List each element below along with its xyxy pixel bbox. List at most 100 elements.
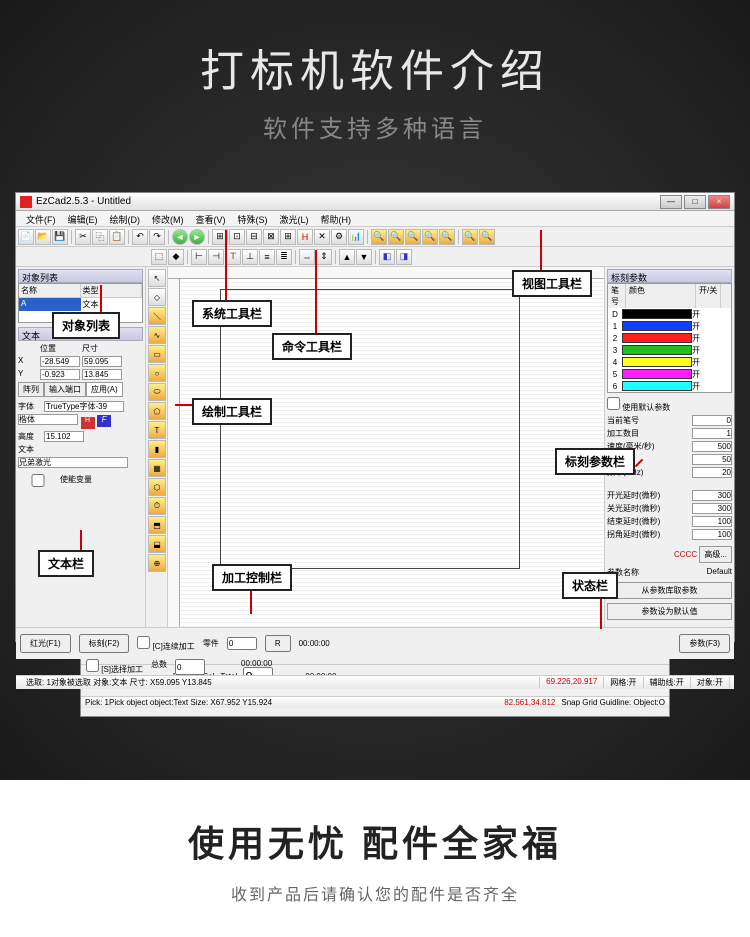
paste-icon[interactable]: 📋: [109, 229, 125, 245]
align-l-icon[interactable]: ⊢: [191, 249, 207, 265]
w-input[interactable]: [82, 356, 122, 367]
off-delay-input[interactable]: [692, 503, 732, 514]
tab-app[interactable]: 应用(A): [86, 382, 123, 397]
pen-color-table[interactable]: 笔号 颜色 开/关 D开1开2开3开4开5开6开: [607, 283, 732, 393]
align-t-icon[interactable]: ⊥: [242, 249, 258, 265]
redo-icon[interactable]: ↷: [149, 229, 165, 245]
pointer-icon[interactable]: ↖: [148, 269, 166, 287]
extend-icon[interactable]: ⊕: [148, 554, 166, 572]
line-icon[interactable]: ＼: [148, 307, 166, 325]
polygon-icon[interactable]: ⬠: [148, 402, 166, 420]
barcode-icon[interactable]: ▮: [148, 440, 166, 458]
tab-io[interactable]: 输入端口: [44, 382, 86, 397]
circle-icon[interactable]: ○: [148, 364, 166, 382]
zoom-fit-icon[interactable]: 🔍: [405, 229, 421, 245]
text-icon[interactable]: T: [148, 421, 166, 439]
power-input[interactable]: [692, 454, 732, 465]
zoom-out-icon[interactable]: 🔍: [388, 229, 404, 245]
select-icon[interactable]: ⬚: [151, 249, 167, 265]
x-input[interactable]: [40, 356, 80, 367]
h-input[interactable]: [82, 369, 122, 380]
var-check[interactable]: [18, 474, 58, 487]
freq-input[interactable]: [692, 467, 732, 478]
font-f-icon[interactable]: F: [97, 415, 111, 427]
save-icon[interactable]: 💾: [52, 229, 68, 245]
mirror-v-icon[interactable]: ▼: [356, 249, 372, 265]
end-delay-input[interactable]: [692, 516, 732, 527]
load-param-button[interactable]: 从参数库取参数: [607, 582, 732, 599]
copy-icon[interactable]: ⿻: [92, 229, 108, 245]
sel-check[interactable]: [86, 659, 99, 672]
zoom-sel-icon[interactable]: 🔍: [439, 229, 455, 245]
zoom-in-icon[interactable]: 🔍: [371, 229, 387, 245]
rect-icon[interactable]: ▭: [148, 345, 166, 363]
dist-h-icon[interactable]: ⇔: [299, 249, 315, 265]
node-icon[interactable]: ◆: [168, 249, 184, 265]
grid5-icon[interactable]: ⊞: [280, 229, 296, 245]
new-icon[interactable]: 📄: [18, 229, 34, 245]
height-input[interactable]: [44, 431, 84, 442]
node-edit-icon[interactable]: ◇: [148, 288, 166, 306]
part-input[interactable]: [227, 637, 257, 650]
grid3-icon[interactable]: ⊟: [246, 229, 262, 245]
total-input[interactable]: [175, 659, 205, 675]
ellipse-icon[interactable]: ⬭: [148, 383, 166, 401]
tab-array[interactable]: 阵列: [18, 382, 44, 397]
tool-x-icon[interactable]: ✕: [314, 229, 330, 245]
default-check[interactable]: [607, 397, 620, 410]
nav-back-icon[interactable]: ◄: [172, 229, 188, 245]
grid4-icon[interactable]: ⊠: [263, 229, 279, 245]
hatch-h-icon[interactable]: H: [81, 417, 95, 429]
speed-input[interactable]: [692, 441, 732, 452]
trans1-icon[interactable]: ◧: [379, 249, 395, 265]
grid2-icon[interactable]: ⊡: [229, 229, 245, 245]
row-a[interactable]: A: [19, 298, 81, 311]
zoom-7-icon[interactable]: 🔍: [479, 229, 495, 245]
align-b-icon[interactable]: ≣: [276, 249, 292, 265]
settings-icon[interactable]: ⚙: [331, 229, 347, 245]
undo-icon[interactable]: ↶: [132, 229, 148, 245]
menu-help[interactable]: 帮助(H): [315, 211, 358, 226]
menu-draw[interactable]: 绘制(D): [104, 211, 147, 226]
menu-special[interactable]: 特殊(S): [232, 211, 274, 226]
align-m-icon[interactable]: ≡: [259, 249, 275, 265]
y-input[interactable]: [40, 369, 80, 380]
cont-check[interactable]: [137, 636, 150, 649]
cut-icon[interactable]: ✂: [75, 229, 91, 245]
timer-icon[interactable]: ⏱: [148, 497, 166, 515]
menu-laser[interactable]: 激光(L): [274, 211, 315, 226]
on-delay-input[interactable]: [692, 490, 732, 501]
open-icon[interactable]: 📂: [35, 229, 51, 245]
output-icon[interactable]: ⬓: [148, 535, 166, 553]
zoom-6-icon[interactable]: 🔍: [462, 229, 478, 245]
advanced-button[interactable]: 高级...: [699, 546, 732, 563]
trans2-icon[interactable]: ◨: [396, 249, 412, 265]
menu-file[interactable]: 文件(F): [20, 211, 62, 226]
maximize-button[interactable]: □: [684, 195, 706, 209]
input-icon[interactable]: ⬒: [148, 516, 166, 534]
count-input[interactable]: [692, 428, 732, 439]
curve-icon[interactable]: ∿: [148, 326, 166, 344]
nav-fwd-icon[interactable]: ►: [189, 229, 205, 245]
mirror-h-icon[interactable]: ▲: [339, 249, 355, 265]
font-select[interactable]: [44, 401, 124, 412]
param-f3-button[interactable]: 参数(F3): [679, 634, 730, 653]
red-light-button[interactable]: 红光(F1): [20, 634, 71, 653]
zoom-all-icon[interactable]: 🔍: [422, 229, 438, 245]
menu-edit[interactable]: 编辑(E): [62, 211, 104, 226]
menu-view[interactable]: 查看(V): [190, 211, 232, 226]
r-button[interactable]: R: [265, 635, 291, 652]
save-param-button[interactable]: 参数设为默认值: [607, 603, 732, 620]
mark-button[interactable]: 标刻(F2): [79, 634, 130, 653]
pen-no-input[interactable]: [692, 415, 732, 426]
image-icon[interactable]: ▦: [148, 459, 166, 477]
minimize-button[interactable]: —: [660, 195, 682, 209]
dist-v-icon[interactable]: ⇕: [316, 249, 332, 265]
doc-icon[interactable]: 📊: [348, 229, 364, 245]
hatch-icon[interactable]: H: [297, 229, 313, 245]
align-c-icon[interactable]: ⊣: [208, 249, 224, 265]
text-input[interactable]: [18, 457, 128, 468]
vector-icon[interactable]: ⬡: [148, 478, 166, 496]
poly-delay-input[interactable]: [692, 529, 732, 540]
font-name-select[interactable]: [18, 414, 78, 425]
